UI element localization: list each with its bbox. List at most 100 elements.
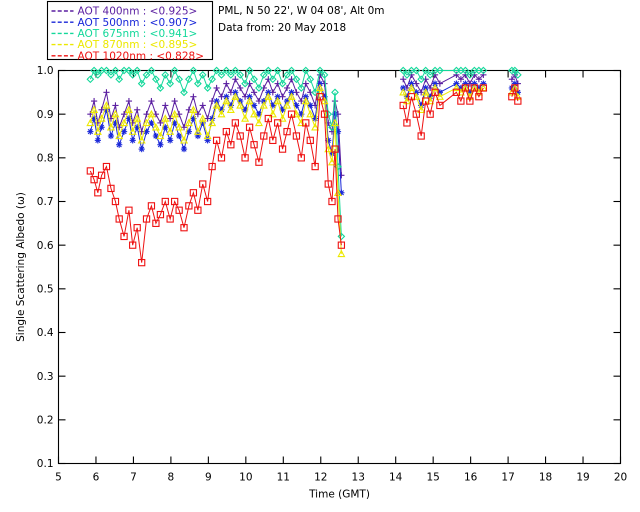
legend-label[interactable]: AOT 870nm : <0.895>	[78, 39, 198, 51]
data-point-asterisk	[307, 102, 313, 109]
data-point-asterisk	[95, 137, 101, 143]
data-point-square	[90, 176, 98, 184]
data-point-square	[466, 97, 474, 105]
data-point-asterisk	[176, 133, 182, 139]
x-tick-label: 12	[314, 472, 327, 484]
legend-label[interactable]: AOT 1020nm : <0.828>	[78, 50, 205, 62]
data-point-asterisk	[139, 146, 145, 152]
y-tick-label: 0.1	[37, 458, 54, 470]
data-point-triangle	[337, 249, 346, 258]
x-tick-label: 13	[352, 472, 365, 484]
data-point-diamond	[507, 66, 516, 75]
data-point-triangle	[106, 123, 115, 131]
data-point-diamond	[461, 66, 470, 75]
data-point-diamond	[231, 66, 240, 75]
data-point-diamond	[311, 88, 320, 97]
data-point-triangle	[301, 96, 310, 105]
x-tick-label: 15	[426, 472, 439, 484]
data-point-diamond	[161, 70, 170, 79]
data-point-diamond	[156, 84, 165, 92]
data-point-triangle	[97, 114, 106, 122]
x-tick-label: 18	[539, 472, 552, 484]
data-point-diamond	[306, 75, 315, 84]
data-point-triangle	[86, 118, 95, 127]
data-point-triangle	[124, 105, 133, 113]
data-point-asterisk	[143, 129, 150, 135]
legend-label[interactable]: AOT 500nm : <0.907>	[78, 17, 198, 29]
data-point-diamond	[236, 70, 245, 79]
data-point-triangle	[264, 92, 273, 100]
data-point-triangle	[120, 118, 129, 127]
data-point-triangle	[259, 101, 268, 109]
data-point-triangle	[268, 109, 277, 118]
data-point-asterisk	[298, 111, 304, 117]
x-tick-label: 17	[501, 472, 514, 484]
data-point-square	[328, 197, 336, 206]
data-point-asterisk	[251, 102, 257, 109]
x-tick-label: 5	[55, 472, 62, 484]
series-line	[402, 73, 484, 94]
x-axis-title: Time (GMT)	[308, 489, 370, 501]
data-point-diamond	[90, 66, 98, 75]
x-tick-label: 9	[205, 472, 212, 484]
data-point-diamond	[147, 66, 156, 75]
site-title: PML, N 50 22', W 04 08', Alt 0m	[218, 5, 385, 17]
y-tick-label: 0.2	[37, 414, 54, 426]
data-point-diamond	[324, 110, 333, 119]
data-date: Data from: 20 May 2018	[218, 22, 346, 34]
y-tick-label: 0.7	[37, 196, 54, 208]
data-point-diamond	[133, 66, 142, 75]
data-point-triangle	[245, 96, 254, 105]
data-point-square	[407, 93, 416, 101]
data-point-triangle	[399, 88, 408, 96]
data-point-diamond	[328, 123, 336, 132]
data-point-square	[331, 145, 339, 153]
x-tick-label: 7	[130, 472, 137, 484]
data-point-square	[231, 119, 239, 127]
series-aot-675nm	[86, 66, 522, 241]
data-point-square	[399, 101, 407, 110]
data-point-diamond	[245, 66, 254, 75]
data-point-triangle	[287, 92, 296, 100]
data-point-diamond	[152, 75, 160, 84]
y-tick-label: 0.4	[37, 327, 54, 339]
data-point-square	[147, 202, 156, 210]
data-point-square	[306, 136, 314, 145]
data-point-diamond	[426, 70, 435, 79]
data-point-square	[302, 119, 310, 127]
data-point-square	[175, 206, 183, 214]
data-point-square	[412, 110, 420, 118]
data-point-triangle	[241, 114, 250, 122]
data-point-triangle	[315, 83, 325, 92]
data-point-triangle	[142, 118, 151, 127]
data-point-diamond	[301, 66, 310, 75]
data-point-triangle	[231, 92, 240, 100]
data-point-diamond	[185, 75, 193, 84]
data-point-asterisk	[408, 80, 415, 87]
data-point-square	[297, 154, 305, 162]
data-point-diamond	[107, 70, 115, 79]
data-point-asterisk	[288, 89, 295, 95]
data-point-square	[203, 197, 212, 206]
data-point-asterisk	[167, 137, 173, 143]
data-point-triangle	[254, 118, 263, 127]
data-point-diamond	[403, 70, 411, 79]
data-point-asterisk	[223, 94, 229, 100]
data-point-square	[311, 162, 319, 171]
data-point-square	[264, 114, 272, 123]
data-point-diamond	[479, 66, 488, 75]
legend-label[interactable]: AOT 400nm : <0.925>	[78, 6, 198, 18]
data-point-triangle	[311, 123, 320, 131]
data-point-triangle	[222, 96, 231, 105]
data-point-square	[199, 180, 207, 188]
data-point-square	[189, 189, 198, 197]
data-point-triangle	[421, 88, 430, 96]
legend-label[interactable]: AOT 675nm : <0.941>	[78, 28, 198, 40]
data-point-diamond	[283, 70, 291, 79]
data-point-triangle	[402, 96, 411, 105]
data-point-square	[227, 141, 235, 149]
data-point-square	[236, 132, 244, 140]
data-point-triangle	[175, 123, 184, 131]
data-point-diamond	[241, 79, 249, 88]
